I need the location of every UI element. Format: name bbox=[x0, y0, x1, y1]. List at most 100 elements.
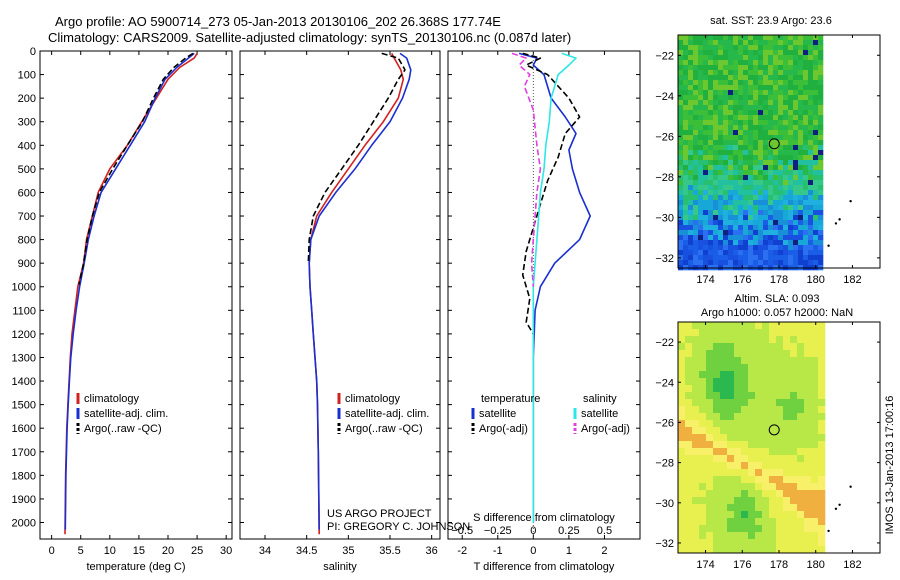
sst-map-cell bbox=[723, 230, 729, 236]
sst-map-cell bbox=[708, 70, 714, 76]
sst-map-cell bbox=[753, 110, 759, 116]
sst-map-cell bbox=[813, 55, 819, 61]
sst-map-cell bbox=[758, 225, 764, 231]
sst-map-cell bbox=[753, 260, 759, 266]
sst-map-cell bbox=[708, 170, 714, 176]
sst-map-cell bbox=[758, 140, 764, 146]
sla-map-cell bbox=[741, 476, 749, 484]
sla-map-cell bbox=[776, 546, 784, 554]
sst-map-cell bbox=[818, 100, 824, 106]
salinity-legend-label: Argo(..raw -QC) bbox=[345, 423, 423, 435]
sst-map-cell bbox=[743, 130, 749, 136]
sla-map-cell bbox=[811, 441, 819, 449]
sst-map-cell bbox=[708, 160, 714, 166]
sst-map-cell bbox=[733, 145, 739, 151]
sst-map-cell bbox=[688, 220, 694, 226]
sla-map-cell bbox=[713, 427, 721, 435]
sla-map-cell bbox=[706, 455, 714, 463]
sst-map-cell bbox=[778, 50, 784, 56]
sst-map-cell bbox=[773, 65, 779, 71]
sst-map-cell bbox=[768, 125, 774, 131]
sst-map-cell bbox=[748, 65, 754, 71]
sla-map-cell bbox=[706, 511, 714, 519]
sst-map-cell bbox=[698, 220, 704, 226]
sst-map-cell bbox=[788, 80, 794, 86]
sla-map-cell bbox=[797, 469, 805, 477]
sst-map-cell bbox=[788, 200, 794, 206]
sst-map-cell bbox=[813, 50, 819, 56]
sla-map-cell bbox=[804, 476, 812, 484]
sst-map-cell bbox=[723, 35, 729, 41]
sst-map-cell bbox=[798, 45, 804, 51]
sst-map-cell bbox=[748, 220, 754, 226]
sst-map-cell bbox=[798, 100, 804, 106]
sla-map-cell bbox=[776, 336, 784, 344]
sst-map-cell bbox=[708, 85, 714, 91]
sla-map-cell bbox=[685, 399, 693, 407]
sst-map-cell bbox=[748, 200, 754, 206]
sst-map-cell bbox=[803, 120, 809, 126]
sst-map-cell bbox=[723, 165, 729, 171]
sst-map-cell bbox=[743, 135, 749, 141]
sst-map-cell bbox=[718, 240, 724, 246]
sst-map-cell bbox=[708, 240, 714, 246]
sst-map-cell bbox=[733, 210, 739, 216]
sla-map-cell bbox=[699, 385, 707, 393]
sst-map-cell bbox=[678, 110, 684, 116]
sla-map-cell bbox=[692, 511, 700, 519]
sst-map-cell bbox=[753, 45, 759, 51]
sst-map-cell bbox=[718, 90, 724, 96]
sla-map-cell bbox=[797, 455, 805, 463]
sst-map-cell bbox=[803, 205, 809, 211]
sst-map-cell bbox=[718, 145, 724, 151]
sst-map-cell bbox=[738, 170, 744, 176]
sst-map-cell bbox=[733, 155, 739, 161]
sst-map-cell bbox=[688, 225, 694, 231]
sla-map-cell bbox=[727, 441, 735, 449]
sst-map-cell bbox=[698, 170, 704, 176]
sla-map-ytick-label: −32 bbox=[655, 538, 674, 550]
sla-map-cell bbox=[713, 462, 721, 470]
difference-x2tick-label: 0.5 bbox=[597, 525, 612, 537]
sst-map-cell bbox=[743, 90, 749, 96]
sst-map-cell bbox=[798, 185, 804, 191]
sst-map-cell bbox=[678, 190, 684, 196]
sst-map-cell bbox=[698, 200, 704, 206]
sst-map-cell bbox=[818, 165, 824, 171]
sla-map-cell bbox=[748, 469, 756, 477]
sst-map-cell bbox=[743, 150, 749, 156]
sla-map-cell bbox=[699, 406, 707, 414]
sst-map-cell bbox=[683, 50, 689, 56]
sla-map-cell bbox=[818, 483, 826, 491]
sst-map-cell bbox=[738, 220, 744, 226]
sst-map-cell bbox=[803, 210, 809, 216]
sst-map-cell bbox=[733, 50, 739, 56]
sla-map-cell bbox=[692, 518, 700, 526]
sst-map-cell bbox=[728, 35, 734, 41]
sst-map-cell bbox=[733, 220, 739, 226]
sst-map-cell bbox=[703, 135, 709, 141]
sst-map-cell bbox=[708, 105, 714, 111]
difference-xtick-label: 1 bbox=[566, 545, 572, 557]
sst-map-cell bbox=[808, 180, 814, 186]
sst-map-cell bbox=[713, 45, 719, 51]
sst-map-cell bbox=[753, 165, 759, 171]
sst-map-cell bbox=[688, 250, 694, 256]
sst-map-cell bbox=[768, 65, 774, 71]
sla-map-cell bbox=[769, 392, 777, 400]
sla-map-cell bbox=[720, 532, 728, 540]
sst-map-cell bbox=[678, 70, 684, 76]
sst-map-cell bbox=[688, 260, 694, 266]
sst-map-cell bbox=[783, 205, 789, 211]
sst-map-cell bbox=[773, 120, 779, 126]
sst-map-cell bbox=[738, 140, 744, 146]
sst-map-cell bbox=[738, 185, 744, 191]
sst-map-cell bbox=[758, 160, 764, 166]
island-dot bbox=[827, 529, 830, 533]
temperature-xtick-label: 0 bbox=[49, 545, 55, 557]
sst-map-cell bbox=[728, 115, 734, 121]
sla-map-cell bbox=[727, 483, 735, 491]
sla-map-cell bbox=[755, 399, 763, 407]
sla-map-cell bbox=[790, 406, 798, 414]
sst-map-cell bbox=[748, 100, 754, 106]
